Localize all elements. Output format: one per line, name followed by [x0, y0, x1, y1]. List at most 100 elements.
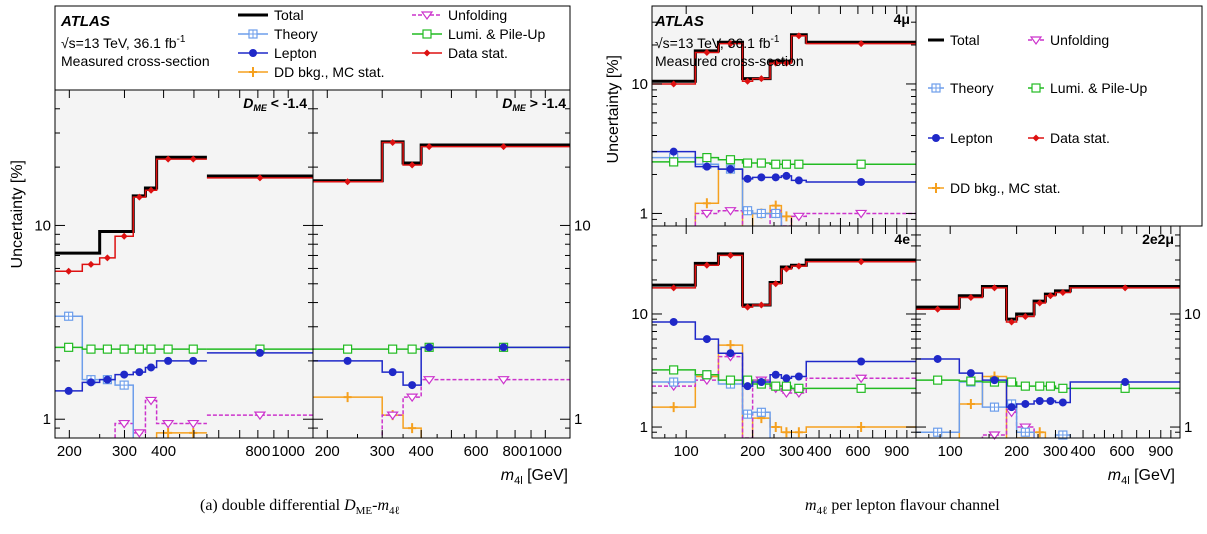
panel-frame — [915, 225, 1181, 439]
energy-label: √s=13 TeV, 36.1 fb-1 — [655, 34, 780, 51]
data-point — [120, 232, 128, 240]
legend-marker — [1031, 83, 1041, 93]
data-point — [772, 280, 780, 288]
data-point — [255, 348, 264, 357]
legend-label: Data stat. — [448, 45, 508, 61]
panel-background — [916, 226, 1180, 438]
legend-entry: Unfolding — [412, 7, 507, 23]
data-point — [857, 40, 865, 48]
data-point — [499, 343, 508, 352]
legend-label: Theory — [274, 26, 318, 42]
panel-label-4mu: 4μ — [894, 11, 910, 27]
panel-label-dme-high: DME > -1.4 — [502, 95, 566, 113]
data-point — [388, 344, 398, 354]
x-tick-label: 900 — [884, 443, 909, 460]
x-tick-label: 100 — [674, 443, 699, 460]
data-point — [772, 59, 780, 67]
legend-label: Unfolding — [1050, 32, 1109, 48]
legend-entry: DD bkg., MC stat. — [928, 180, 1060, 196]
data-point — [256, 174, 264, 182]
data-point — [388, 368, 397, 377]
data-point — [1035, 396, 1044, 405]
data-point — [857, 258, 865, 266]
data-point — [670, 284, 678, 292]
data-point — [757, 301, 765, 309]
x-tick-label: 800 — [503, 443, 528, 460]
legend-entry: Data stat. — [412, 45, 508, 61]
y-tick-label: 1 — [43, 411, 51, 428]
data-point — [163, 344, 173, 354]
data-point — [726, 340, 735, 351]
data-point — [934, 305, 942, 313]
data-point — [757, 173, 766, 182]
data-point — [669, 317, 678, 326]
x-tick-label: 200 — [1004, 443, 1029, 460]
data-point — [1006, 377, 1017, 387]
legend-label: Lepton — [950, 130, 993, 146]
data-point — [189, 155, 197, 163]
legend-entry: Lumi. & Pile-Up — [412, 26, 545, 42]
data-point — [782, 374, 791, 383]
legend-entry: Data stat. — [1028, 130, 1110, 146]
data-point — [744, 77, 752, 85]
data-point — [669, 157, 679, 167]
legend-label: Lepton — [274, 45, 317, 61]
data-point — [990, 284, 998, 292]
legend-entry: Total — [928, 32, 980, 48]
data-point — [408, 423, 417, 434]
data-point — [1021, 399, 1030, 408]
data-point — [164, 155, 172, 163]
data-point — [703, 48, 711, 56]
legend-marker — [932, 134, 940, 142]
energy-label: √s=13 TeV, 36.1 fb-1 — [61, 34, 186, 51]
y-tick-label: 10 — [631, 76, 648, 93]
data-point — [990, 376, 999, 385]
data-point — [771, 370, 780, 379]
x-axis-title-a: m4l [GeV] — [501, 467, 568, 487]
data-point — [500, 143, 508, 151]
data-point — [344, 178, 352, 186]
series-total-line — [55, 155, 207, 255]
data-point — [702, 370, 712, 380]
series-lumi-pile-up-line — [916, 379, 1180, 390]
panel-background — [313, 90, 570, 438]
data-point — [497, 376, 510, 385]
data-point — [967, 293, 975, 301]
data-point — [1059, 288, 1067, 296]
data-point — [133, 429, 146, 438]
legend-box-a — [54, 5, 571, 91]
data-point — [120, 370, 129, 379]
x-tick-label: 300 — [779, 443, 804, 460]
data-point — [782, 211, 791, 222]
data-point — [103, 254, 111, 262]
data-point — [726, 349, 735, 358]
x-tick-label: 200 — [740, 443, 765, 460]
x-tick-label: 400 — [151, 443, 176, 460]
data-point — [724, 207, 737, 216]
data-point — [1046, 396, 1055, 405]
data-point — [187, 419, 200, 429]
data-point — [794, 383, 804, 393]
data-point — [857, 357, 866, 366]
panel-label-2e2mu: 2e2μ — [1142, 231, 1174, 247]
data-point — [343, 344, 353, 354]
data-point — [408, 381, 417, 390]
data-point — [1021, 312, 1029, 320]
data-point — [854, 374, 868, 384]
x-tick-label: 100 — [938, 443, 963, 460]
data-point — [1007, 403, 1016, 412]
atlas-label: ATLAS — [654, 13, 704, 30]
data-point — [771, 422, 780, 433]
x-tick-label: 1000 — [272, 443, 305, 460]
data-point — [726, 251, 734, 259]
data-point — [988, 431, 1001, 441]
data-point — [702, 162, 711, 171]
legend-label: Total — [274, 7, 304, 23]
data-point — [422, 376, 436, 385]
legend-entry: Theory — [928, 80, 994, 96]
data-point — [1058, 383, 1068, 393]
x-tick-label: 200 — [315, 443, 340, 460]
data-point — [103, 375, 112, 384]
data-point — [744, 303, 752, 311]
